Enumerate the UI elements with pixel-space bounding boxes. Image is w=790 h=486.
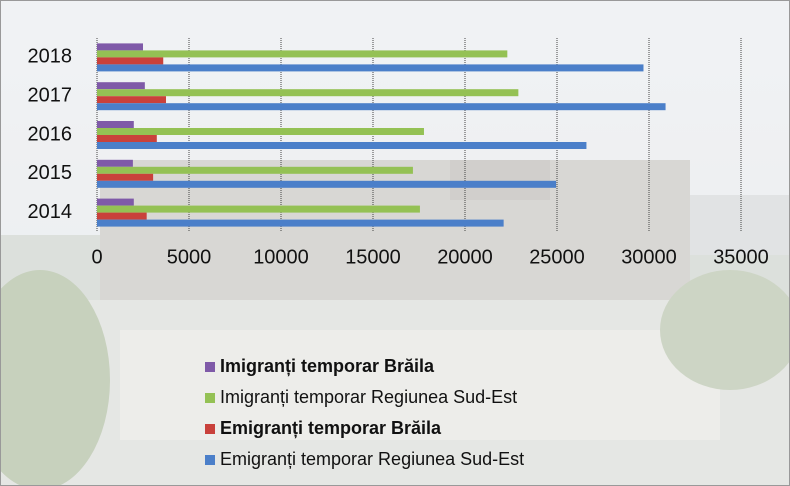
legend-label: Imigranți temporar Regiunea Sud-Est — [220, 387, 517, 407]
bar — [97, 57, 164, 65]
bar — [97, 212, 147, 220]
bar — [97, 82, 145, 90]
x-tick-label: 0 — [91, 246, 102, 268]
bar — [97, 173, 154, 181]
y-tick-label: 2016 — [28, 123, 73, 145]
y-tick-label: 2018 — [28, 46, 73, 68]
bar — [97, 142, 587, 149]
y-tick-label: 2014 — [28, 201, 73, 223]
bar — [97, 103, 666, 111]
legend-label: Emigranți temporar Regiunea Sud-Est — [220, 449, 524, 469]
y-tick-label: 2017 — [28, 84, 73, 106]
bar — [97, 166, 413, 174]
x-tick-label: 10000 — [253, 246, 309, 268]
bar — [97, 198, 134, 206]
bar — [97, 135, 157, 142]
bar — [97, 219, 504, 227]
legend-swatch — [205, 393, 215, 403]
bar — [97, 50, 508, 58]
x-tick-label: 20000 — [437, 246, 493, 268]
x-tick-label: 25000 — [529, 246, 585, 268]
bar — [97, 121, 134, 128]
x-tick-label: 35000 — [713, 246, 769, 268]
legend-swatch — [205, 455, 215, 465]
bar — [97, 64, 644, 72]
x-tick-label: 15000 — [345, 246, 401, 268]
bar — [97, 89, 519, 97]
x-tick-label: 30000 — [621, 246, 677, 268]
legend-label: Emigranți temporar Brăila — [220, 418, 442, 438]
bar — [97, 96, 166, 104]
bar — [97, 205, 420, 213]
bar — [97, 180, 557, 188]
bar — [97, 159, 133, 167]
bar — [97, 43, 143, 51]
x-tick-label: 5000 — [167, 246, 212, 268]
bar — [97, 128, 424, 135]
legend-label: Imigranți temporar Brăila — [220, 356, 435, 376]
legend-swatch — [205, 424, 215, 434]
y-tick-label: 2015 — [28, 162, 73, 184]
legend-swatch — [205, 362, 215, 372]
